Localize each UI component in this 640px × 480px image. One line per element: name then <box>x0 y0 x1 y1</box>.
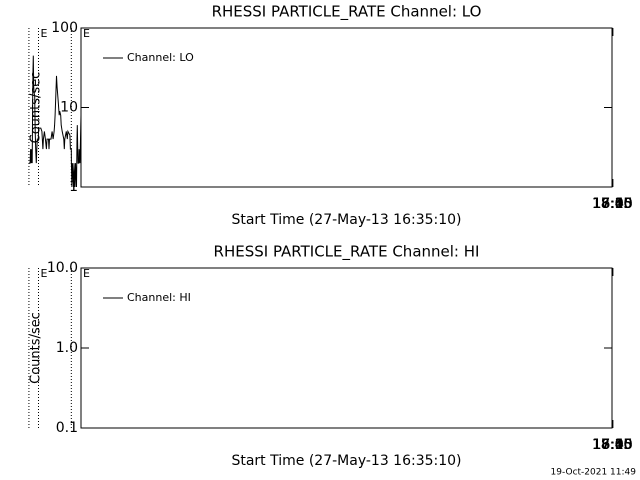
x-axis-title: Start Time (27-May-13 16:35:10) <box>231 212 461 228</box>
annotation: E <box>41 267 48 280</box>
y-tick-label: 10 <box>60 100 78 116</box>
chart-title: RHESSI PARTICLE_RATE Channel: HI <box>214 243 480 262</box>
x-tick-label: 18:15 <box>592 437 632 453</box>
x-tick-label: 16:45 <box>593 196 633 212</box>
x-tick-label: 17:15 <box>592 196 632 212</box>
timestamp: 19-Oct-2021 11:49 <box>551 468 637 478</box>
y-tick-label: 1.0 <box>56 340 78 356</box>
x-tick-label: 17:15 <box>592 437 632 453</box>
annotation: E <box>83 267 90 280</box>
y-tick-label: 100 <box>51 20 78 36</box>
y-axis-title: Counts/sec <box>29 312 44 384</box>
x-tick-label: 16:45 <box>593 437 633 453</box>
legend-label: Channel: LO <box>127 51 194 64</box>
x-tick-label: 17:00 <box>592 437 632 453</box>
legend-label: Channel: HI <box>127 291 191 304</box>
y-tick-label: 10.0 <box>47 260 78 276</box>
x-tick-label: 18:00 <box>592 437 632 453</box>
x-tick-label: 17:30 <box>592 196 632 212</box>
x-tick-label: 17:30 <box>592 437 632 453</box>
annotation: E <box>41 27 48 40</box>
x-tick-label: 18:15 <box>592 196 632 212</box>
x-axis-title: Start Time (27-May-13 16:35:10) <box>231 453 461 469</box>
annotation: E <box>83 27 90 40</box>
x-tick-label: 18:00 <box>592 196 632 212</box>
x-tick-label: 17:00 <box>592 196 632 212</box>
chart-title: RHESSI PARTICLE_RATE Channel: LO <box>212 3 482 22</box>
y-axis-title: Counts/sec <box>29 72 44 144</box>
x-tick-label: 17:45 <box>592 437 632 453</box>
y-tick-label: 0.1 <box>56 420 78 436</box>
x-tick-label: 17:45 <box>592 196 632 212</box>
data-line <box>28 55 82 188</box>
